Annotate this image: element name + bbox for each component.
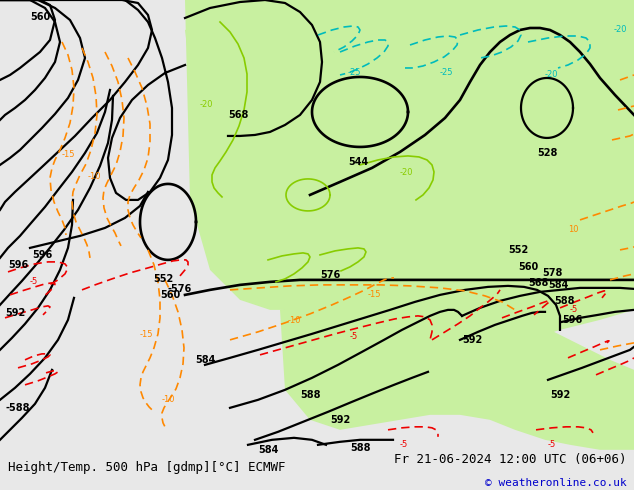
Text: -5: -5 bbox=[548, 440, 556, 449]
Text: 596: 596 bbox=[562, 315, 582, 325]
Text: Height/Temp. 500 hPa [gdmp][°C] ECMWF: Height/Temp. 500 hPa [gdmp][°C] ECMWF bbox=[8, 462, 285, 474]
Text: Fr 21-06-2024 12:00 UTC (06+06): Fr 21-06-2024 12:00 UTC (06+06) bbox=[394, 453, 626, 466]
Polygon shape bbox=[185, 0, 634, 310]
Text: 584: 584 bbox=[195, 355, 216, 365]
Text: -20: -20 bbox=[614, 25, 628, 34]
Text: © weatheronline.co.uk: © weatheronline.co.uk bbox=[484, 478, 626, 488]
Text: 588: 588 bbox=[554, 296, 574, 306]
Text: 568: 568 bbox=[528, 278, 548, 288]
Text: 576: 576 bbox=[320, 270, 340, 280]
Text: 592: 592 bbox=[550, 390, 570, 400]
Text: 568: 568 bbox=[228, 110, 249, 120]
Text: 552: 552 bbox=[153, 274, 173, 284]
Text: 578: 578 bbox=[542, 268, 562, 278]
Text: 560: 560 bbox=[30, 12, 50, 22]
Text: 10: 10 bbox=[568, 225, 578, 234]
Text: -15: -15 bbox=[140, 330, 153, 339]
Text: 588: 588 bbox=[300, 390, 321, 400]
Text: 560: 560 bbox=[160, 290, 180, 300]
Text: -10: -10 bbox=[162, 395, 176, 404]
Text: -25: -25 bbox=[348, 68, 361, 77]
Text: -10: -10 bbox=[288, 316, 302, 325]
Polygon shape bbox=[185, 0, 634, 345]
Polygon shape bbox=[280, 298, 634, 450]
Text: 596: 596 bbox=[32, 250, 52, 260]
Text: -20: -20 bbox=[545, 70, 559, 79]
Text: -5: -5 bbox=[400, 440, 408, 449]
Text: -20: -20 bbox=[200, 100, 214, 109]
Text: -5: -5 bbox=[30, 277, 38, 286]
Text: 588: 588 bbox=[350, 443, 370, 453]
Text: -15: -15 bbox=[62, 150, 75, 159]
Text: 528: 528 bbox=[537, 148, 557, 158]
Text: -25: -25 bbox=[440, 68, 453, 77]
Text: 584: 584 bbox=[548, 280, 568, 290]
Text: 592: 592 bbox=[5, 308, 25, 318]
Text: -576: -576 bbox=[167, 284, 191, 294]
Text: -20: -20 bbox=[400, 168, 413, 177]
Text: 544: 544 bbox=[348, 157, 368, 167]
Text: -588: -588 bbox=[5, 403, 30, 413]
Text: -15: -15 bbox=[368, 290, 382, 299]
Text: 596: 596 bbox=[8, 260, 29, 270]
Text: 592: 592 bbox=[462, 335, 482, 345]
Text: 560: 560 bbox=[518, 262, 538, 272]
Text: -5: -5 bbox=[350, 332, 358, 341]
Text: 584: 584 bbox=[258, 445, 278, 455]
Text: -5: -5 bbox=[570, 305, 578, 314]
Text: 552: 552 bbox=[508, 245, 528, 255]
Text: -10: -10 bbox=[88, 172, 101, 181]
Text: 592: 592 bbox=[330, 415, 350, 425]
